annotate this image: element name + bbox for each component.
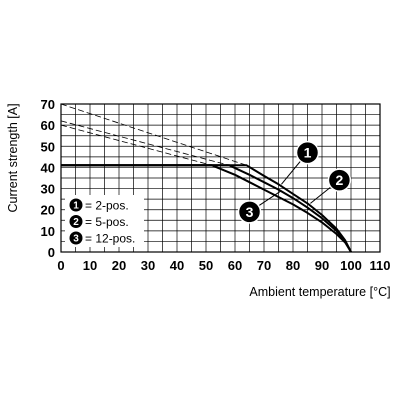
series-line-3 bbox=[61, 164, 352, 253]
legend-badge-1 bbox=[69, 198, 83, 212]
y-tick-label: 50 bbox=[41, 139, 55, 154]
callout-number-3: 3 bbox=[246, 204, 254, 220]
y-tick-label: 0 bbox=[48, 245, 55, 260]
plot-frame bbox=[60, 103, 381, 253]
y-tick-label: 20 bbox=[41, 203, 55, 218]
legend-label-3: = 12-pos. bbox=[85, 232, 135, 246]
series-line-2 bbox=[61, 164, 352, 253]
y-tick-label: 60 bbox=[41, 118, 55, 133]
legend-label-1: = 2-pos. bbox=[85, 199, 129, 213]
x-tick-label: 110 bbox=[370, 258, 391, 273]
x-tick-label: 10 bbox=[83, 258, 97, 273]
x-tick-label: 20 bbox=[112, 258, 126, 273]
series-lines bbox=[60, 103, 352, 253]
series-line-dashed-1 bbox=[60, 103, 247, 166]
callout-number-1: 1 bbox=[304, 145, 312, 161]
legend-number-1: 1 bbox=[73, 201, 79, 212]
x-tick-label: 80 bbox=[286, 258, 300, 273]
y-tick-label: 10 bbox=[41, 224, 55, 239]
x-tick-label: 40 bbox=[170, 258, 184, 273]
legend-number-3: 3 bbox=[73, 234, 79, 245]
legend-badge-2 bbox=[69, 215, 83, 228]
series-line-dashed-3 bbox=[60, 124, 212, 166]
x-tick-label: 50 bbox=[199, 258, 213, 273]
y-tick-label: 70 bbox=[41, 97, 55, 112]
series-line-dashed-2 bbox=[60, 120, 230, 166]
legend-label-2: = 5-pos. bbox=[85, 215, 129, 229]
grid bbox=[60, 103, 381, 253]
x-tick-label: 60 bbox=[228, 258, 242, 273]
y-axis-label: Current strength [A] bbox=[6, 103, 20, 212]
legend: 1 = 2-pos. 2 = 5-pos. 3 = 12-pos. bbox=[65, 195, 144, 247]
x-axis-label: Ambient temperature [°C] bbox=[249, 285, 390, 299]
tick-labels: 0 10 20 30 40 50 60 70 80 90 100 110 0 10 20 30 40 50 60 70 bbox=[41, 97, 391, 273]
x-tick-label: 30 bbox=[141, 258, 155, 273]
y-tick-label: 30 bbox=[41, 182, 55, 197]
callout-number-2: 2 bbox=[336, 172, 344, 188]
x-tick-label: 0 bbox=[57, 258, 64, 273]
callout-badge-3 bbox=[237, 200, 262, 224]
x-tick-label: 70 bbox=[257, 258, 271, 273]
y-tick-label: 40 bbox=[41, 160, 55, 175]
callout-badge-1 bbox=[295, 140, 320, 165]
legend-number-2: 2 bbox=[73, 217, 79, 228]
x-tick-label: 100 bbox=[340, 258, 362, 273]
series-line-1 bbox=[61, 164, 352, 253]
legend-badge-3 bbox=[69, 231, 83, 245]
callouts: 1 2 3 bbox=[237, 140, 352, 224]
x-tick-label: 90 bbox=[315, 258, 329, 273]
callout-badge-2 bbox=[327, 168, 352, 192]
